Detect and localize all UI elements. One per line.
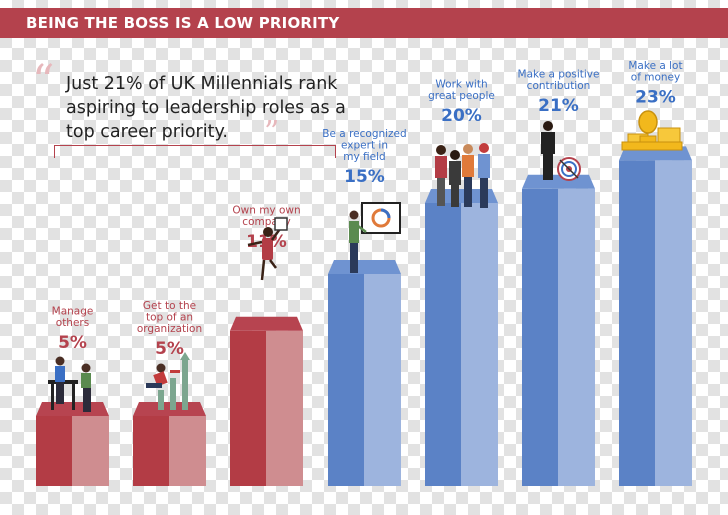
- bar-front: [461, 203, 498, 486]
- bar-side: [619, 160, 655, 486]
- bar-6: [522, 174, 595, 487]
- gold-coins-illustration-icon: [621, 110, 683, 151]
- bar-top: [328, 260, 401, 274]
- category-label-7-line-1: Make a lot: [628, 60, 682, 72]
- value-label-5: 20%: [441, 106, 482, 126]
- value-label-1: 5%: [58, 333, 87, 353]
- category-label-1-line-2: others: [56, 317, 89, 329]
- quote-text: Just 21% of UK Millennials rank aspiring…: [66, 74, 346, 142]
- team-group-illustration-icon: [435, 143, 490, 208]
- category-label-7-line-2: of money: [631, 71, 680, 83]
- value-label-6: 21%: [538, 96, 579, 116]
- category-label-2-line-2: top of an: [146, 312, 193, 324]
- bars-layer: [36, 146, 692, 487]
- value-label-7: 23%: [635, 87, 676, 107]
- bar-side: [522, 188, 558, 487]
- bar-3: [230, 316, 303, 486]
- bar-side: [328, 274, 364, 486]
- bar-top: [230, 316, 303, 331]
- category-label-4-line-2: expert in: [341, 140, 388, 152]
- bar-front: [169, 416, 206, 486]
- header-title: BEING THE BOSS IS A LOW PRIORITY: [0, 8, 728, 38]
- bar-1: [36, 402, 109, 486]
- bar-side: [36, 416, 72, 486]
- category-label-6-line-1: Make a positive: [518, 68, 600, 80]
- bar-4: [328, 260, 401, 486]
- category-label-5-line-2: great people: [428, 90, 495, 102]
- category-label-1-line-1: Manage: [52, 306, 94, 318]
- category-label-2-line-3: organization: [137, 323, 202, 335]
- bar-side: [230, 330, 266, 486]
- target-achiever-illustration-icon: [541, 121, 581, 181]
- climber-illustration-icon: [146, 352, 190, 410]
- bar-front: [266, 330, 303, 486]
- bar-front: [72, 416, 109, 486]
- bar-side: [425, 203, 461, 486]
- business-owner-illustration-icon: [247, 217, 288, 281]
- category-label-5-line-1: Work with: [435, 79, 487, 91]
- bar-2: [133, 402, 206, 486]
- bar-front: [558, 188, 595, 487]
- quote-bracket-rule: [54, 145, 336, 158]
- bar-top: [133, 402, 206, 416]
- bar-5: [425, 189, 498, 486]
- bar-top: [522, 174, 595, 189]
- bar-7: [619, 146, 692, 486]
- category-label-2-line-1: Get to the: [143, 300, 196, 312]
- bar-front: [655, 160, 692, 486]
- quote-open-icon: “: [32, 56, 55, 107]
- quote-close-icon: ”: [264, 115, 280, 150]
- value-label-4: 15%: [344, 167, 385, 187]
- manage-others-illustration-icon: [48, 356, 91, 412]
- bar-side: [133, 416, 169, 486]
- category-label-6-line-2: contribution: [527, 80, 591, 92]
- bar-front: [364, 274, 401, 486]
- expert-presenter-illustration-icon: [349, 202, 401, 273]
- figures-layer: [48, 110, 683, 412]
- category-label-4-line-3: my field: [343, 151, 385, 163]
- category-label-4-line-1: Be a recognized: [322, 128, 406, 140]
- category-label-3-line-1: Own my own: [232, 204, 300, 216]
- value-label-2: 5%: [155, 339, 184, 359]
